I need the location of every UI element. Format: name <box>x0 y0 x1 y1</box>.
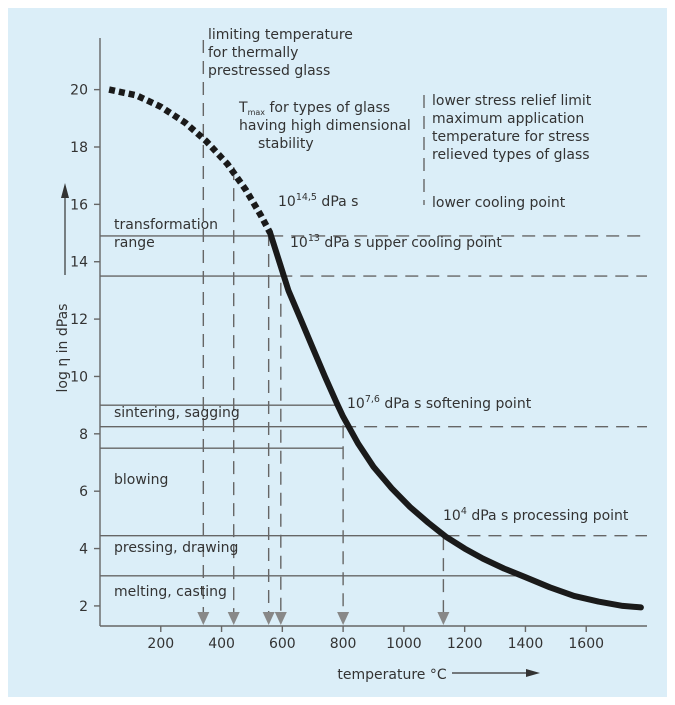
y-tick-label: 16 <box>70 197 88 213</box>
range-label: transformation <box>114 217 218 233</box>
y-tick-label: 8 <box>79 427 88 443</box>
viscosity-curve-dotted <box>108 86 274 235</box>
marker-arrow <box>437 612 450 625</box>
x-tick-label: 1600 <box>568 636 604 652</box>
y-tick-label: 20 <box>70 83 88 99</box>
marker-arrow <box>197 612 210 625</box>
y-axis-title: log η in dPas <box>55 304 71 393</box>
range-label: blowing <box>114 472 168 488</box>
y-tick-label: 12 <box>70 312 88 328</box>
y-tick-label: 4 <box>79 542 88 558</box>
y-tick-label: 18 <box>70 140 88 156</box>
x-axis-title: temperature °C <box>337 667 446 683</box>
x-axis-arrow-head <box>526 669 540 677</box>
y-tick-label: 2 <box>79 599 88 615</box>
x-tick-label: 600 <box>269 636 296 652</box>
marker-annotation-tmax: Tmax for types of glass <box>238 100 390 117</box>
marker-arrow <box>227 612 240 625</box>
marker-annotation-tmax: stability <box>258 136 314 152</box>
x-tick-label: 200 <box>147 636 174 652</box>
lower-cooling-point-label: lower cooling point <box>432 195 566 211</box>
reference-line-label: 104 dPa s processing point <box>443 506 629 524</box>
range-label: melting, casting <box>114 584 227 600</box>
marker-arrow <box>262 612 275 625</box>
stress-relief-annotation: relieved types of glass <box>432 147 590 163</box>
marker-arrow <box>274 612 287 625</box>
stress-relief-annotation: lower stress relief limit <box>432 93 592 109</box>
marker-annotation-limiting-temperature: for thermally <box>208 45 298 61</box>
stress-relief-annotation: temperature for stress <box>432 129 590 145</box>
x-tick-label: 1000 <box>386 636 422 652</box>
reference-line-label: 1014,5 dPa s <box>278 192 358 210</box>
y-tick-label: 10 <box>70 369 88 385</box>
chart-panel <box>8 8 667 697</box>
marker-arrow <box>337 612 350 625</box>
stress-relief-annotation: maximum application <box>432 111 584 127</box>
range-label: pressing, drawing <box>114 540 238 556</box>
marker-annotation-limiting-temperature: limiting temperature <box>208 27 353 43</box>
y-tick-label: 6 <box>79 484 88 500</box>
reference-line-label: 1013 dPa s upper cooling point <box>290 233 502 251</box>
y-axis-arrow-head <box>61 183 69 198</box>
range-label: sintering, sagging <box>114 405 240 421</box>
x-tick-label: 400 <box>208 636 235 652</box>
marker-annotation-limiting-temperature: prestressed glass <box>208 63 330 79</box>
range-label: range <box>114 235 155 251</box>
x-tick-label: 1400 <box>508 636 544 652</box>
x-tick-label: 800 <box>330 636 357 652</box>
y-tick-label: 14 <box>70 255 88 271</box>
viscosity-curve-solid <box>267 230 644 611</box>
x-tick-label: 1200 <box>447 636 483 652</box>
reference-line-label: 107,6 dPa s softening point <box>347 394 532 412</box>
marker-annotation-tmax: having high dimensional <box>239 118 411 134</box>
